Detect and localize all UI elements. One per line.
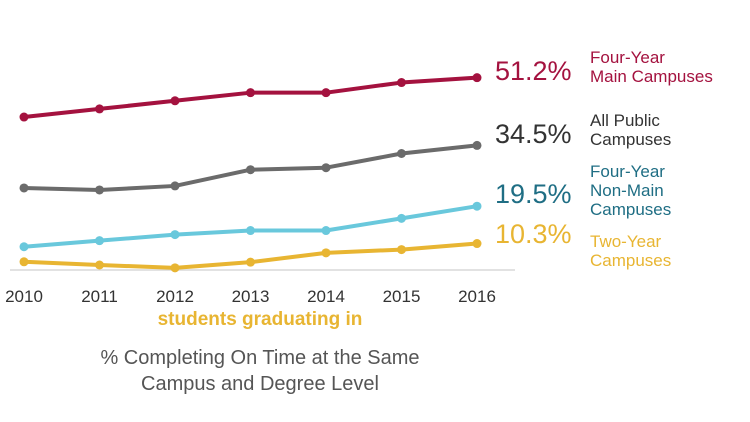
point-twoyear-2014 — [321, 248, 331, 258]
end-value-nonmain: 19.5% — [495, 179, 572, 209]
point-all-2014 — [321, 163, 331, 173]
point-twoyear-2015 — [397, 245, 406, 255]
point-all-2015 — [397, 149, 406, 158]
series-label-nonmain-1: Non-Main — [590, 181, 664, 200]
point-nonmain-2012 — [170, 230, 180, 240]
x-tick-2012: 2012 — [156, 287, 194, 306]
point-nonmain-2011 — [95, 236, 104, 246]
point-all-2010 — [19, 183, 29, 193]
point-nonmain-2013 — [246, 226, 255, 236]
end-value-main: 51.2% — [495, 56, 572, 86]
point-twoyear-2012 — [170, 263, 180, 273]
x-tick-2014: 2014 — [307, 287, 345, 306]
point-main-2011 — [95, 104, 104, 114]
x-tick-2010: 2010 — [5, 287, 43, 306]
point-all-2013 — [246, 165, 255, 175]
point-nonmain-2014 — [321, 226, 331, 236]
series-label-main-0: Four-Year — [590, 48, 665, 67]
point-all-2011 — [95, 185, 104, 195]
caption-line-2: Campus and Degree Level — [141, 373, 379, 395]
point-main-2015 — [397, 78, 406, 88]
point-main-2016 — [472, 73, 482, 83]
point-nonmain-2010 — [19, 242, 29, 252]
point-twoyear-2016 — [472, 239, 482, 249]
point-twoyear-2011 — [95, 260, 104, 270]
series-line-main — [22, 75, 479, 120]
series-label-twoyear-0: Two-Year — [590, 232, 662, 251]
point-twoyear-2013 — [246, 257, 255, 267]
point-nonmain-2015 — [397, 213, 406, 223]
series-label-nonmain-2: Campuses — [590, 200, 671, 219]
x-tick-2013: 2013 — [232, 287, 270, 306]
series-label-main-1: Main Campuses — [590, 67, 713, 86]
point-all-2012 — [170, 181, 180, 191]
x-tick-2015: 2015 — [383, 287, 421, 306]
x-tick-2011: 2011 — [81, 287, 118, 306]
x-axis-title: students graduating in — [157, 309, 363, 330]
chart-caption: % Completing On Time at the Same Campus … — [20, 345, 500, 397]
series-label-all-0: All Public — [590, 111, 660, 130]
end-value-all: 34.5% — [495, 119, 572, 149]
point-main-2013 — [246, 88, 255, 98]
point-all-2016 — [472, 140, 482, 150]
caption-line-1: % Completing On Time at the Same — [100, 347, 420, 369]
series-label-all-1: Campuses — [590, 130, 671, 149]
point-main-2010 — [19, 112, 29, 122]
end-value-twoyear: 10.3% — [495, 219, 572, 249]
x-tick-2016: 2016 — [458, 287, 496, 306]
point-twoyear-2010 — [19, 257, 29, 267]
point-main-2014 — [321, 88, 331, 98]
series-label-twoyear-1: Campuses — [590, 251, 671, 270]
point-nonmain-2016 — [472, 201, 482, 211]
point-main-2012 — [170, 96, 180, 106]
series-label-nonmain-0: Four-Year — [590, 162, 665, 181]
